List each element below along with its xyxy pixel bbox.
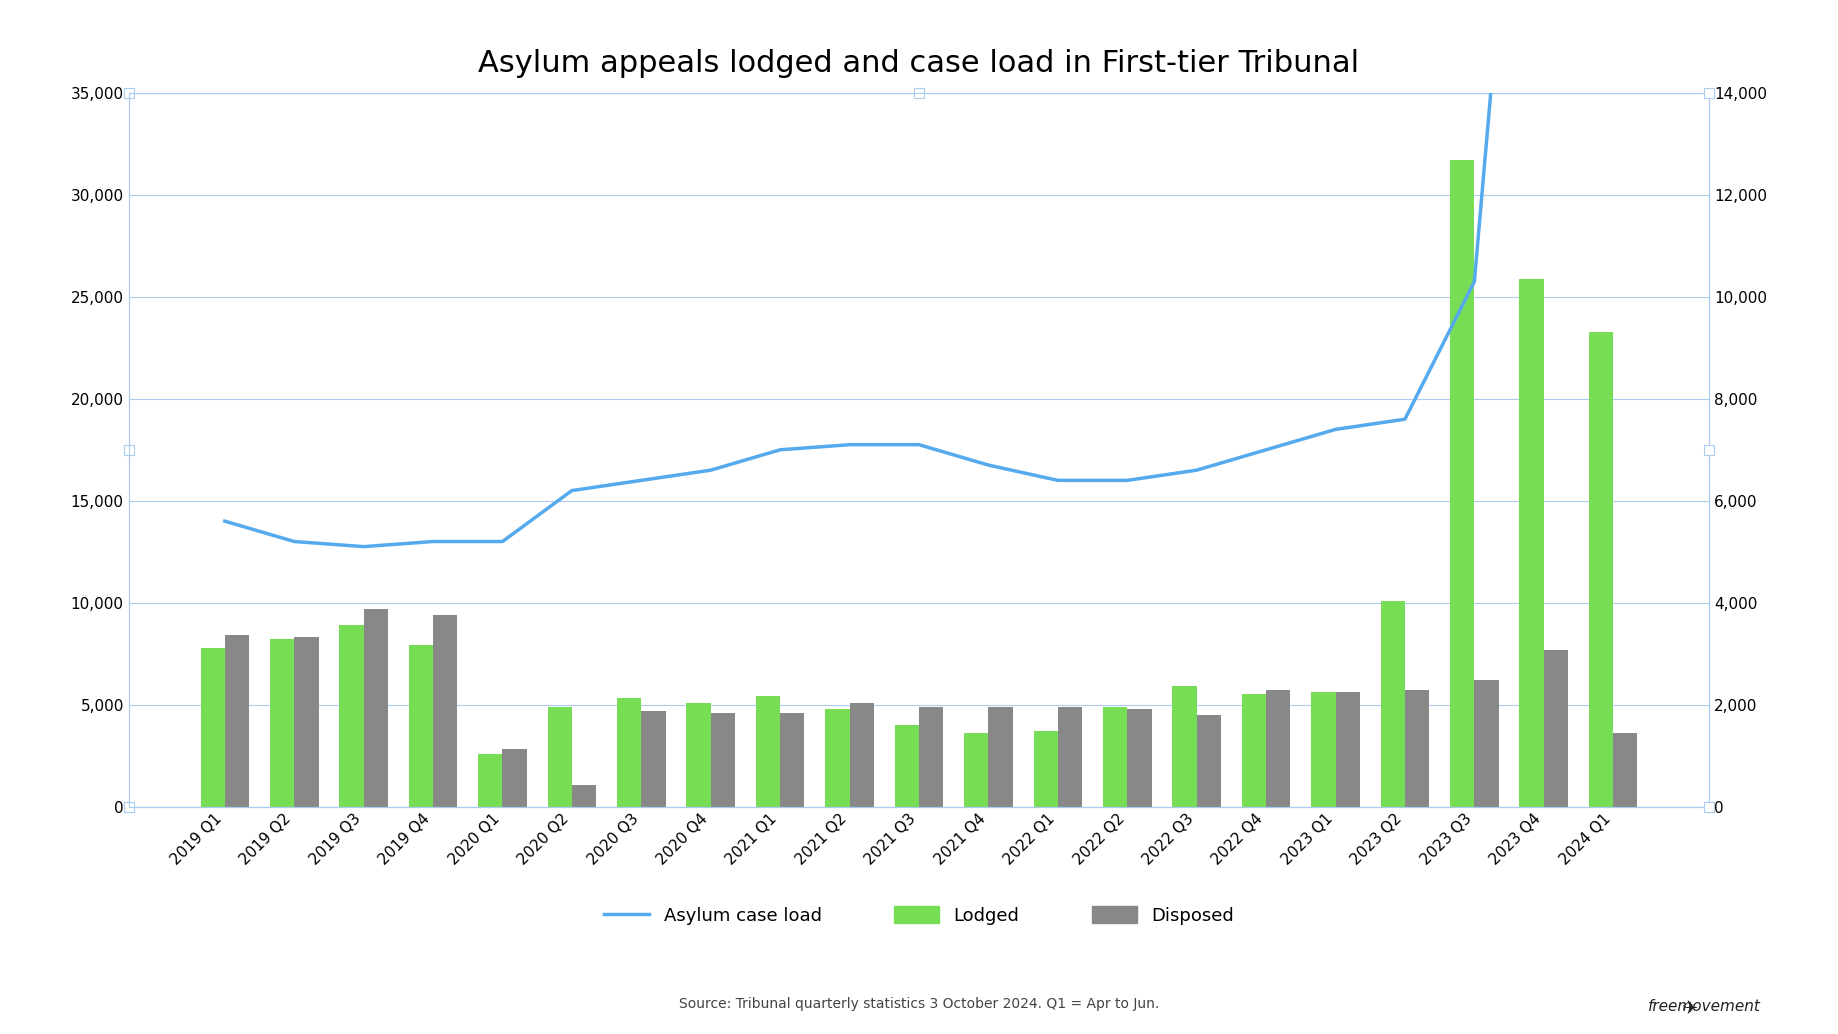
Text: freemovement: freemovement xyxy=(1649,999,1761,1014)
Bar xyxy=(502,750,528,807)
Bar xyxy=(1127,708,1152,807)
Bar xyxy=(755,697,779,807)
Asylum case load xyxy=(838,438,860,451)
Bar xyxy=(618,699,641,807)
Bar xyxy=(965,733,989,807)
Asylum case load xyxy=(213,515,235,527)
Bar xyxy=(224,635,250,807)
Bar xyxy=(989,706,1013,807)
Bar xyxy=(434,615,458,807)
Bar xyxy=(641,710,665,807)
Bar xyxy=(1336,693,1360,807)
Bar xyxy=(1474,680,1498,807)
Bar xyxy=(548,706,572,807)
Bar xyxy=(294,637,318,807)
Asylum case load xyxy=(423,536,445,548)
Asylum case load xyxy=(1463,275,1485,287)
Asylum case load xyxy=(978,459,1000,472)
Asylum case load xyxy=(768,444,790,456)
Asylum case load xyxy=(1116,475,1138,487)
Bar xyxy=(686,702,711,807)
Asylum case load xyxy=(1255,444,1277,456)
Bar xyxy=(1266,691,1290,807)
Asylum case load xyxy=(1325,423,1347,435)
Asylum case load xyxy=(630,475,652,487)
Bar xyxy=(270,639,294,807)
Bar xyxy=(779,712,805,807)
Bar xyxy=(340,626,364,807)
Bar xyxy=(1450,160,1474,807)
Bar xyxy=(1544,649,1568,807)
Bar xyxy=(711,712,735,807)
Bar xyxy=(572,785,596,807)
Bar xyxy=(1310,693,1336,807)
Bar xyxy=(200,647,224,807)
Legend: Asylum case load, Lodged, Disposed: Asylum case load, Lodged, Disposed xyxy=(597,900,1241,932)
Bar xyxy=(919,706,943,807)
Asylum case load xyxy=(1048,475,1070,487)
Asylum case load xyxy=(283,536,305,548)
Line: Asylum case load: Asylum case load xyxy=(224,0,1614,547)
Bar xyxy=(849,702,873,807)
Bar xyxy=(825,708,849,807)
Asylum case load xyxy=(908,438,930,451)
Bar xyxy=(895,725,919,807)
Asylum case load xyxy=(700,464,722,477)
Bar xyxy=(1173,687,1197,807)
Bar xyxy=(1242,695,1266,807)
Title: Asylum appeals lodged and case load in First-tier Tribunal: Asylum appeals lodged and case load in F… xyxy=(478,50,1360,79)
Text: Source: Tribunal quarterly statistics 3 October 2024. Q1 = Apr to Jun.: Source: Tribunal quarterly statistics 3 … xyxy=(678,997,1160,1011)
Asylum case load xyxy=(491,536,513,548)
Text: ✈: ✈ xyxy=(1682,998,1698,1017)
Asylum case load xyxy=(353,541,375,553)
Asylum case load xyxy=(1186,464,1208,477)
Asylum case load xyxy=(1393,413,1415,425)
Bar xyxy=(478,754,502,807)
Bar xyxy=(1588,332,1614,807)
Bar xyxy=(1103,706,1127,807)
Bar xyxy=(1197,714,1220,807)
Bar xyxy=(1380,601,1404,807)
Bar xyxy=(1404,691,1430,807)
Bar xyxy=(1059,706,1083,807)
Bar xyxy=(1033,731,1059,807)
Asylum case load xyxy=(561,484,583,496)
Bar xyxy=(364,609,388,807)
Bar xyxy=(1614,733,1638,807)
Bar xyxy=(1520,278,1544,807)
Bar xyxy=(408,645,434,807)
